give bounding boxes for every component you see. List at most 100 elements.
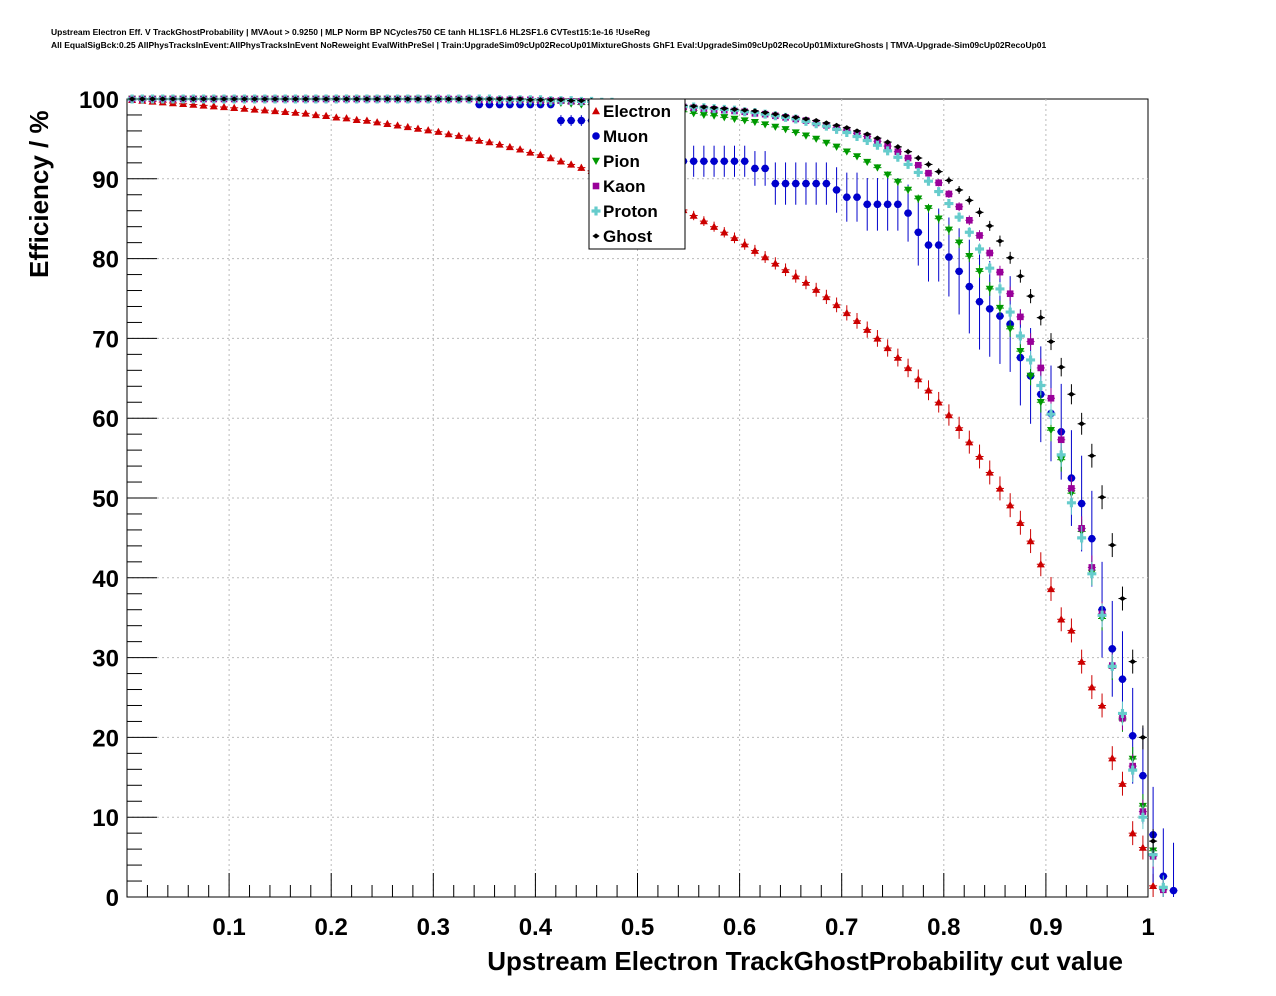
electron-point [699,217,708,225]
ghost-point [792,114,800,120]
pion-point [975,268,984,276]
electron-point [740,240,749,248]
electron-point [924,386,933,394]
ghost-point [690,103,698,109]
ghost-point [1139,734,1147,740]
ghost-point [894,144,902,150]
ghost-point [312,96,320,102]
muon-point [740,157,749,166]
muon-point [996,312,1004,320]
kaon-point [925,169,932,177]
ghost-point [965,197,973,203]
electron-point [944,411,953,419]
muon-point [883,200,892,209]
ghost-point [822,120,830,126]
muon-point [832,186,841,194]
ghost-point [210,96,218,102]
pion-point [914,195,923,203]
electron-point [893,353,902,361]
ghost-point [751,108,759,114]
x-axis-title: Upstream Electron TrackGhostProbability … [487,946,1123,976]
muon-point [1108,645,1117,653]
y-tick-label: 90 [92,167,119,194]
electron-point [413,124,422,132]
ghost-point [781,113,790,119]
ghost-point [404,96,412,102]
electron-point [454,131,463,139]
x-tick-label: 0.8 [927,914,960,941]
muon-point [863,200,872,209]
electron-point [975,452,984,460]
electron-point [495,140,504,148]
ghost-point [179,96,187,102]
kaon-point [904,154,912,162]
electron-point [342,114,351,122]
proton-point [1005,307,1015,317]
muon-point [710,157,718,166]
kaon-point [1006,290,1014,298]
electron-point [710,222,719,230]
electron-point [485,138,494,146]
electron-point [526,148,535,156]
proton-point [934,187,944,197]
kaon-point [1037,364,1045,372]
pion-point [904,186,913,194]
electron-legend-label: Electron [603,102,671,121]
ghost-point [475,96,483,102]
pion-point [822,139,831,147]
ghost-point [189,96,197,102]
kaon-point [1027,338,1034,345]
ghost-point [761,109,769,116]
proton-point [1117,708,1127,718]
ghost-point [1037,315,1045,321]
electron-point [1057,615,1066,623]
proton-point [1087,569,1097,579]
proton-point [893,152,903,162]
ghost-point [1088,453,1096,459]
muon-point [914,228,923,237]
electron-point [853,316,862,325]
proton-point [872,140,882,150]
x-tick-labels: 0.1 0.2 0.3 0.4 0.5 0.6 0.7 0.8 0.9 1 [212,914,1154,941]
muon-point [934,241,943,249]
kaon-point [966,216,973,224]
proton-point [923,176,933,186]
ghost-point [455,96,463,102]
electron-point [934,398,943,406]
y-tick-label: 20 [92,725,119,752]
electron-legend-marker [592,107,600,115]
ghost-point [771,111,779,117]
kaon-point [894,148,902,155]
ghost-point [1078,421,1086,427]
ghost-point [567,97,575,104]
proton-point [1015,331,1025,341]
x-tick-label: 0.4 [519,914,553,941]
pion-point [781,126,790,134]
pion-point [853,153,862,161]
electron-point [801,278,810,286]
electron-point [403,122,412,131]
proton-point [1056,450,1066,460]
proton-point [1046,409,1056,419]
proton-legend-marker [591,206,601,216]
electron-point [781,265,790,273]
ghost-point [986,223,994,229]
pion-point [944,226,953,234]
ghost-series [128,96,1158,854]
y-tick-label: 50 [92,486,119,513]
electron-point [189,100,198,108]
ghost-point [730,106,739,112]
ghost-point [945,177,953,183]
electron-point [812,285,821,293]
legend-box [588,98,686,250]
muon-point [894,200,902,209]
electron-point [383,119,392,127]
kaon-legend-label: Kaon [603,177,646,196]
proton-point [944,199,954,209]
ghost-point [485,96,494,102]
pion-point [842,148,851,156]
electron-point [1006,501,1015,509]
electron-point [1138,843,1147,851]
electron-point [883,343,892,352]
